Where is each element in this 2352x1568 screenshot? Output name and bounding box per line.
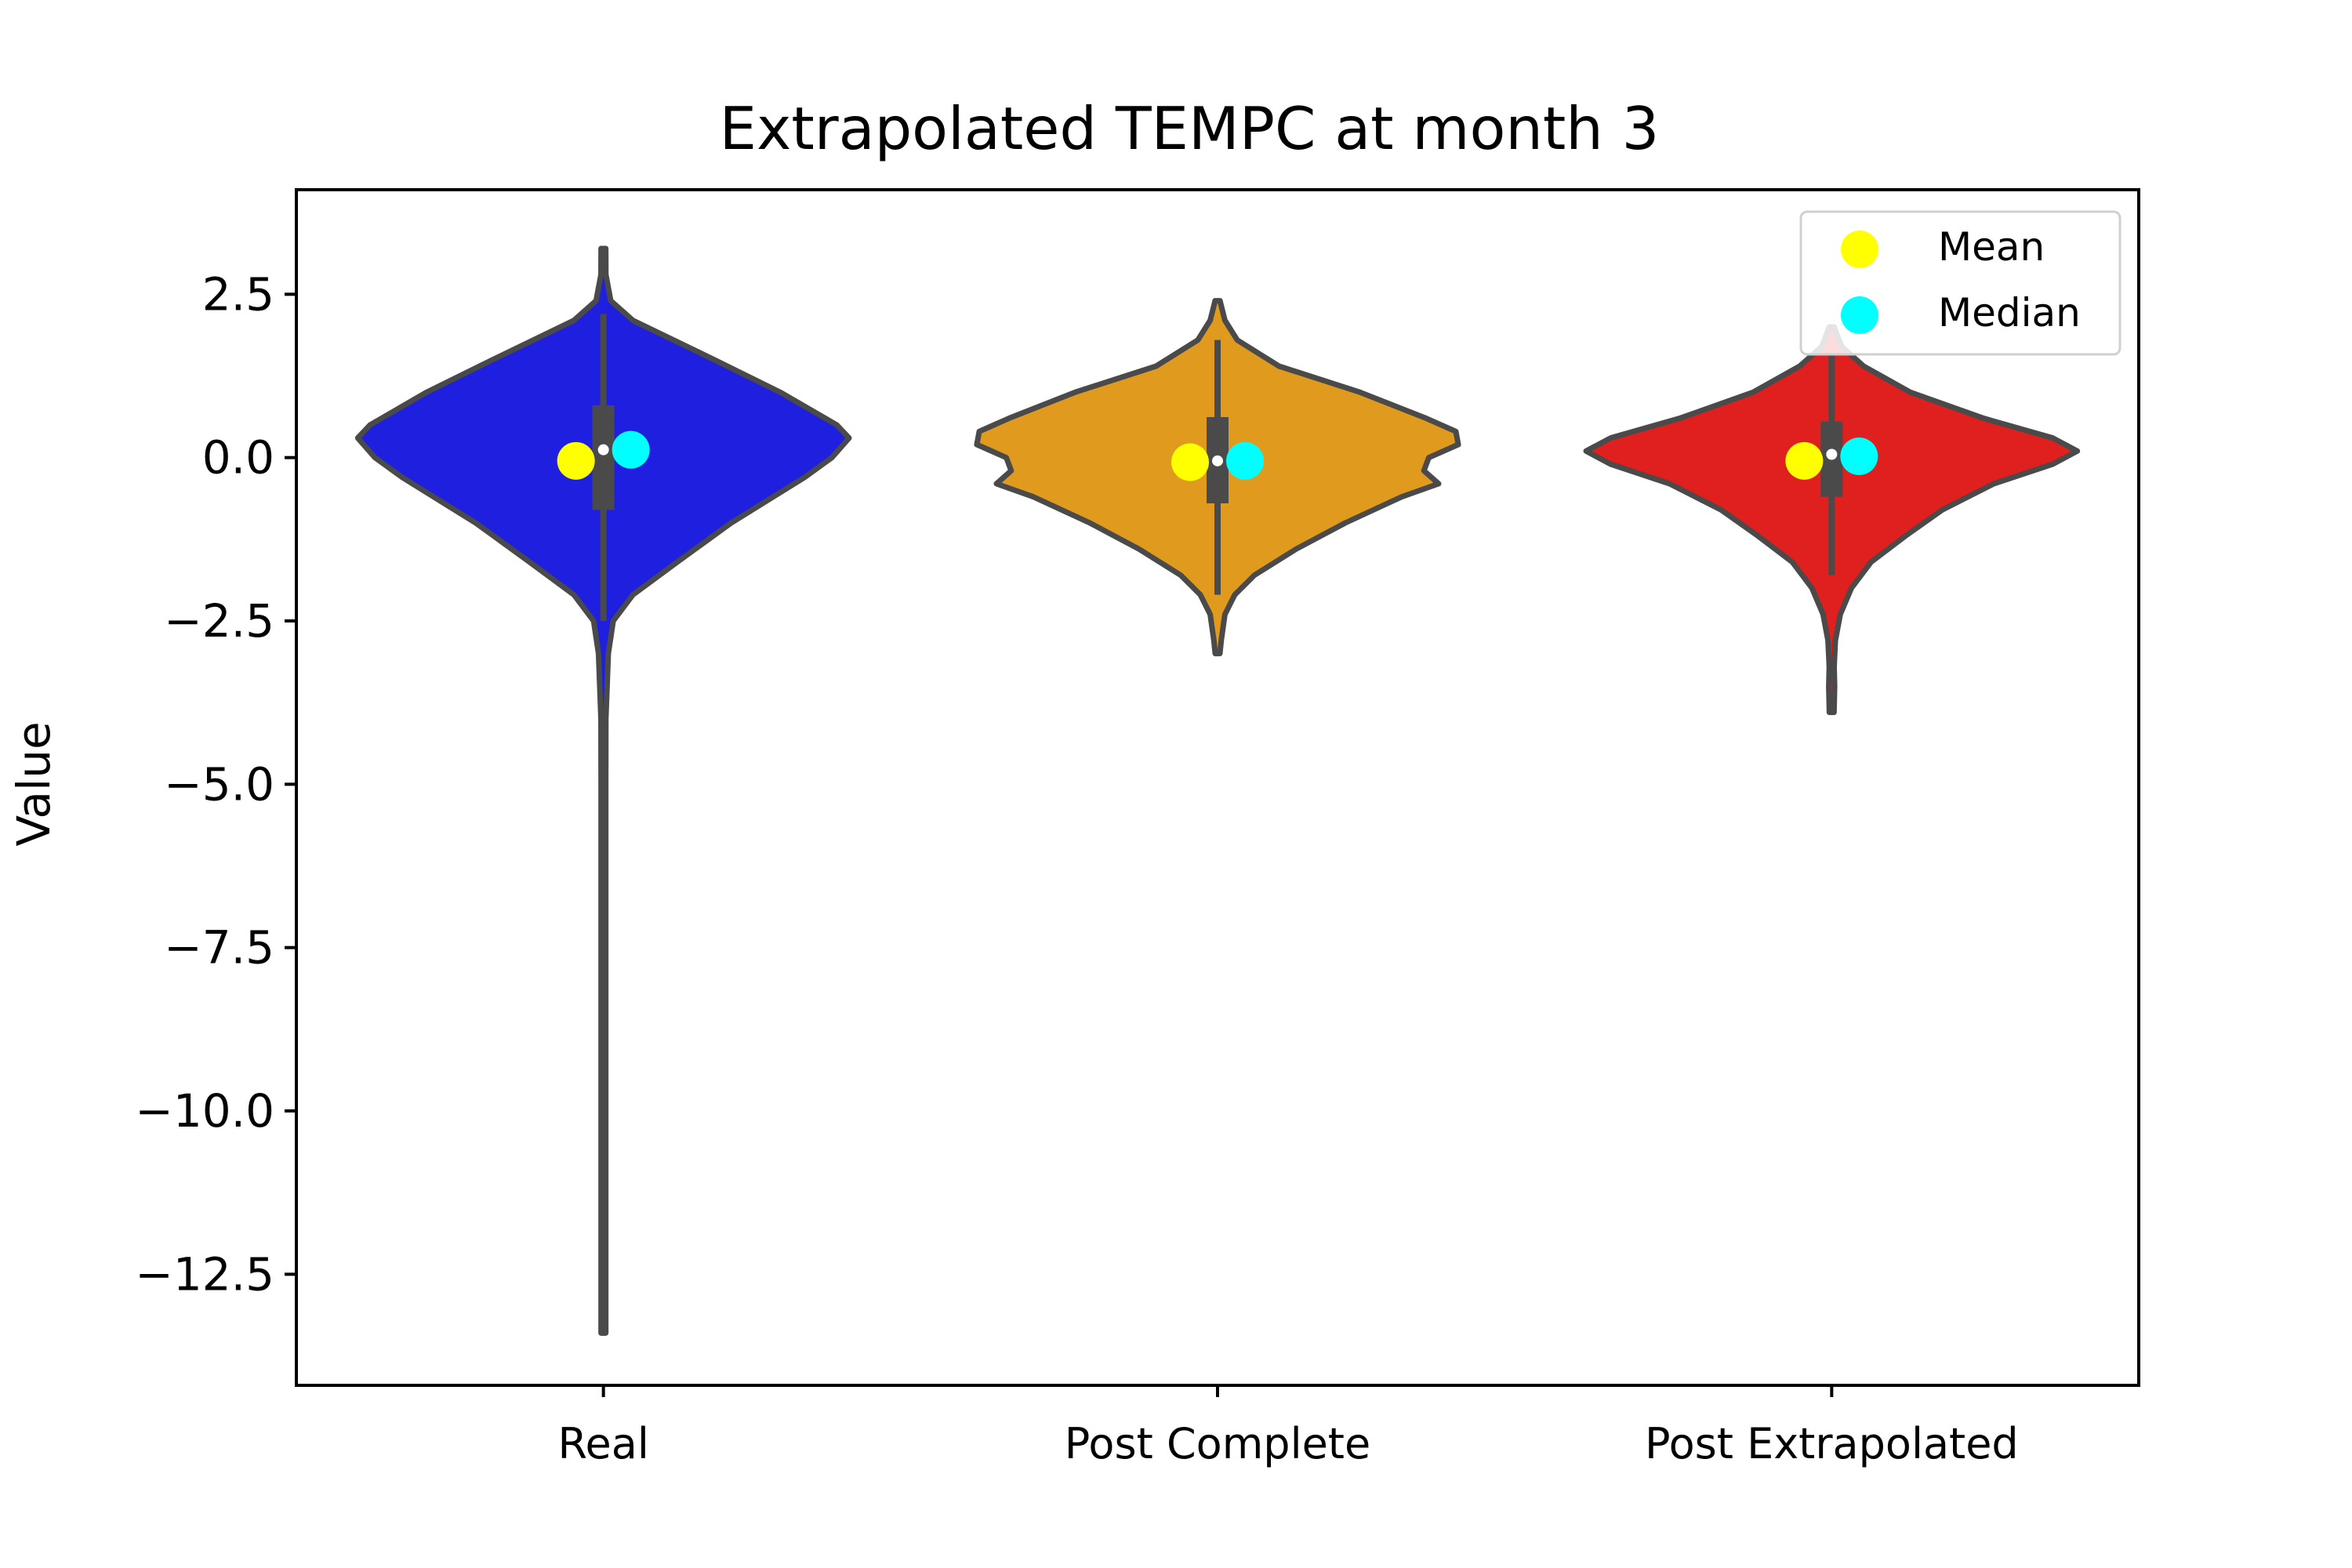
legend: Mean Median: [1799, 210, 2122, 356]
chart-title: Extrapolated TEMPC at month 3: [720, 94, 1660, 163]
x-tick-label: Post Complete: [1065, 1419, 1370, 1468]
y-axis: 2.5 0.0 −2.5 −5.0 −7.5 −10.0 −12.5: [135, 267, 296, 1301]
violin-iqr-box: [592, 405, 615, 510]
y-tick-label: 0.0: [202, 431, 274, 485]
plot-frame: [295, 188, 2140, 1387]
y-axis-label: Value: [7, 721, 60, 846]
legend-median-label: Median: [1938, 290, 2081, 336]
mean-marker: [557, 441, 595, 480]
x-tick-label: Real: [557, 1419, 648, 1468]
violin-median-dot: [1826, 448, 1838, 460]
legend-mean-label: Mean: [1938, 224, 2045, 270]
violin-body-real: [354, 245, 852, 1336]
median-marker: [1226, 441, 1264, 480]
legend-mean-marker: [1841, 230, 1878, 268]
median-marker: [612, 430, 650, 469]
median-marker: [1840, 437, 1878, 475]
y-tick-label: −5.0: [164, 757, 274, 811]
violin-median-dot: [597, 444, 609, 456]
y-tick-label: −2.5: [164, 594, 274, 648]
violin-median-dot: [1212, 455, 1223, 466]
x-tick-label: Post Extrapolated: [1645, 1419, 2019, 1468]
x-axis: Real Post Complete Post Extrapolated: [557, 1385, 2019, 1468]
mean-marker: [1785, 441, 1824, 480]
mean-marker: [1171, 443, 1209, 481]
legend-box: [1799, 210, 2122, 356]
y-tick-label: −10.0: [135, 1084, 274, 1138]
y-tick-label: 2.5: [202, 267, 274, 321]
y-tick-label: −7.5: [164, 921, 274, 975]
violins-layer: [354, 245, 2081, 1336]
y-tick-label: −12.5: [135, 1247, 274, 1301]
legend-median-marker: [1841, 296, 1878, 334]
